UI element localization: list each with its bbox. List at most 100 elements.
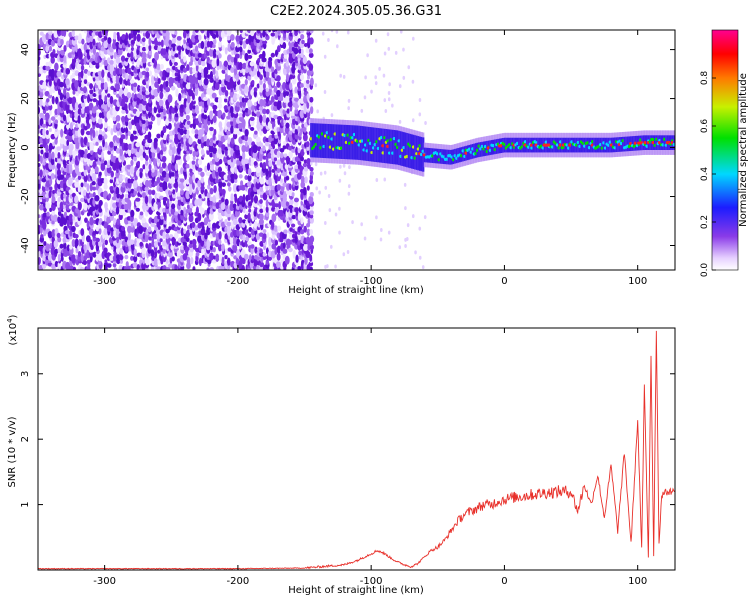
- spectrogram-cell: [49, 178, 53, 186]
- snr-y-tick-label: 1: [20, 501, 31, 507]
- spectrogram-cell: [222, 112, 226, 118]
- spectrogram-cell: [293, 42, 299, 48]
- spectrogram-band-core: [626, 136, 630, 152]
- spectrogram-cell: [247, 167, 252, 177]
- spectrogram-cell: [309, 229, 314, 236]
- spectrogram-cell: [180, 89, 185, 94]
- spectrogram-cell: [130, 46, 134, 52]
- spectrogram-cell: [125, 32, 129, 42]
- spectrogram-cell: [221, 69, 226, 74]
- spectrogram-cell: [56, 30, 61, 35]
- spectrogram-cell: [308, 195, 314, 205]
- spectrogram-cell: [72, 128, 76, 135]
- spectrogram-cell: [182, 135, 188, 140]
- spectrogram-cell: [48, 34, 52, 40]
- spectrogram-cell: [217, 215, 223, 221]
- spectrogram-cell: [309, 254, 313, 262]
- colorbar-gradient: [712, 30, 738, 270]
- spectrogram-cell: [153, 45, 159, 51]
- spectrogram-cell: [247, 174, 252, 182]
- spectrogram-cell: [141, 247, 146, 254]
- spectrogram-cell: [302, 162, 308, 168]
- spectrogram-cell: [95, 226, 100, 232]
- spectrogram-cell: [141, 86, 146, 92]
- spectrogram-cell: [230, 193, 234, 198]
- spectrogram-cell: [285, 90, 290, 96]
- spectrogram-band-core: [412, 134, 415, 170]
- spectrogram-cell: [299, 109, 305, 119]
- spectrogram-cell: [144, 155, 149, 161]
- spectrogram-band-core: [532, 137, 535, 153]
- spectrogram-cell: [179, 128, 185, 136]
- spectrogram-cell: [232, 244, 238, 252]
- spectrogram-cell: [65, 30, 69, 32]
- spectrogram-cell: [227, 159, 232, 165]
- spectrogram-cell: [85, 115, 91, 121]
- spectrogram-cell: [309, 244, 315, 250]
- spectrogram-cell: [338, 206, 341, 211]
- spectrogram-cell: [323, 54, 327, 59]
- spectrogram-band-core: [409, 133, 412, 169]
- spectrogram-cell: [185, 114, 190, 121]
- spectrogram-cell: [74, 35, 80, 41]
- spectrogram-cell: [233, 166, 238, 174]
- spectrogram-cell: [186, 256, 191, 266]
- spectrogram-cell: [223, 174, 229, 181]
- spectrogram-cell: [294, 56, 299, 64]
- spectrogram-cell: [141, 40, 146, 47]
- spectrogram-band-core: [655, 135, 658, 150]
- colorbar-label: Normalized spectral amplitude: [738, 73, 749, 227]
- spectrogram-cell: [268, 30, 272, 33]
- spectrogram-cell: [141, 37, 146, 43]
- spectrogram-cell: [111, 211, 117, 217]
- spectrogram-cell: [346, 249, 350, 254]
- spectrogram-cell: [48, 186, 53, 191]
- spectrogram-cell: [226, 30, 232, 36]
- spectrogram-cell: [103, 40, 109, 49]
- spectrogram-cell: [298, 48, 302, 54]
- spectrogram-cell: [256, 187, 260, 196]
- spectrogram-cell: [284, 255, 290, 265]
- spectrogram-cell: [95, 141, 99, 146]
- spectrogram-cell: [102, 138, 105, 148]
- spectrogram-cell: [145, 242, 149, 249]
- spectrogram-cell: [56, 146, 62, 151]
- spectrogram-cell: [84, 149, 88, 154]
- spectrogram-cell: [78, 33, 82, 43]
- spectrogram-cell: [309, 209, 314, 216]
- spectrogram-cell: [195, 251, 200, 257]
- spectrogram-cell: [160, 215, 164, 220]
- spectrogram-band-core: [654, 135, 657, 150]
- spectrogram-cell: [153, 59, 158, 69]
- spectrogram-cell: [59, 81, 64, 88]
- spectrogram-cell: [130, 255, 134, 261]
- spectrogram-cell: [118, 173, 124, 182]
- spectrogram-cell: [104, 94, 108, 104]
- spectrogram-band-core: [353, 125, 356, 160]
- spectrogram-cell: [133, 33, 137, 42]
- spectrogram-x-tick-label: 0: [501, 276, 507, 287]
- spectrogram-band-core: [521, 137, 524, 153]
- spectrogram-cell: [179, 245, 185, 250]
- spectrogram-cell: [226, 130, 231, 136]
- spectrogram-cell: [147, 138, 153, 144]
- spectrogram-cell: [216, 57, 220, 67]
- spectrogram-cell: [47, 231, 53, 239]
- spectrogram-cell: [165, 228, 170, 234]
- spectrogram-cell: [271, 213, 277, 223]
- spectrogram-cell: [68, 131, 74, 137]
- spectrogram-cell: [302, 133, 308, 142]
- spectrogram-cell: [227, 181, 231, 187]
- spectrogram-cell: [165, 233, 170, 240]
- spectrogram-cell: [244, 239, 249, 248]
- spectrogram-cell: [348, 165, 351, 170]
- spectrogram-cell: [375, 177, 379, 182]
- spectrogram-cell: [250, 88, 255, 97]
- spectrogram-cell: [186, 229, 191, 237]
- spectrogram-cell: [159, 91, 164, 100]
- spectrogram-cell: [42, 81, 48, 89]
- spectrogram-cell: [43, 241, 47, 246]
- spectrogram-cell: [226, 35, 231, 41]
- spectrogram-cell: [74, 43, 78, 53]
- spectrogram-cell: [200, 176, 205, 184]
